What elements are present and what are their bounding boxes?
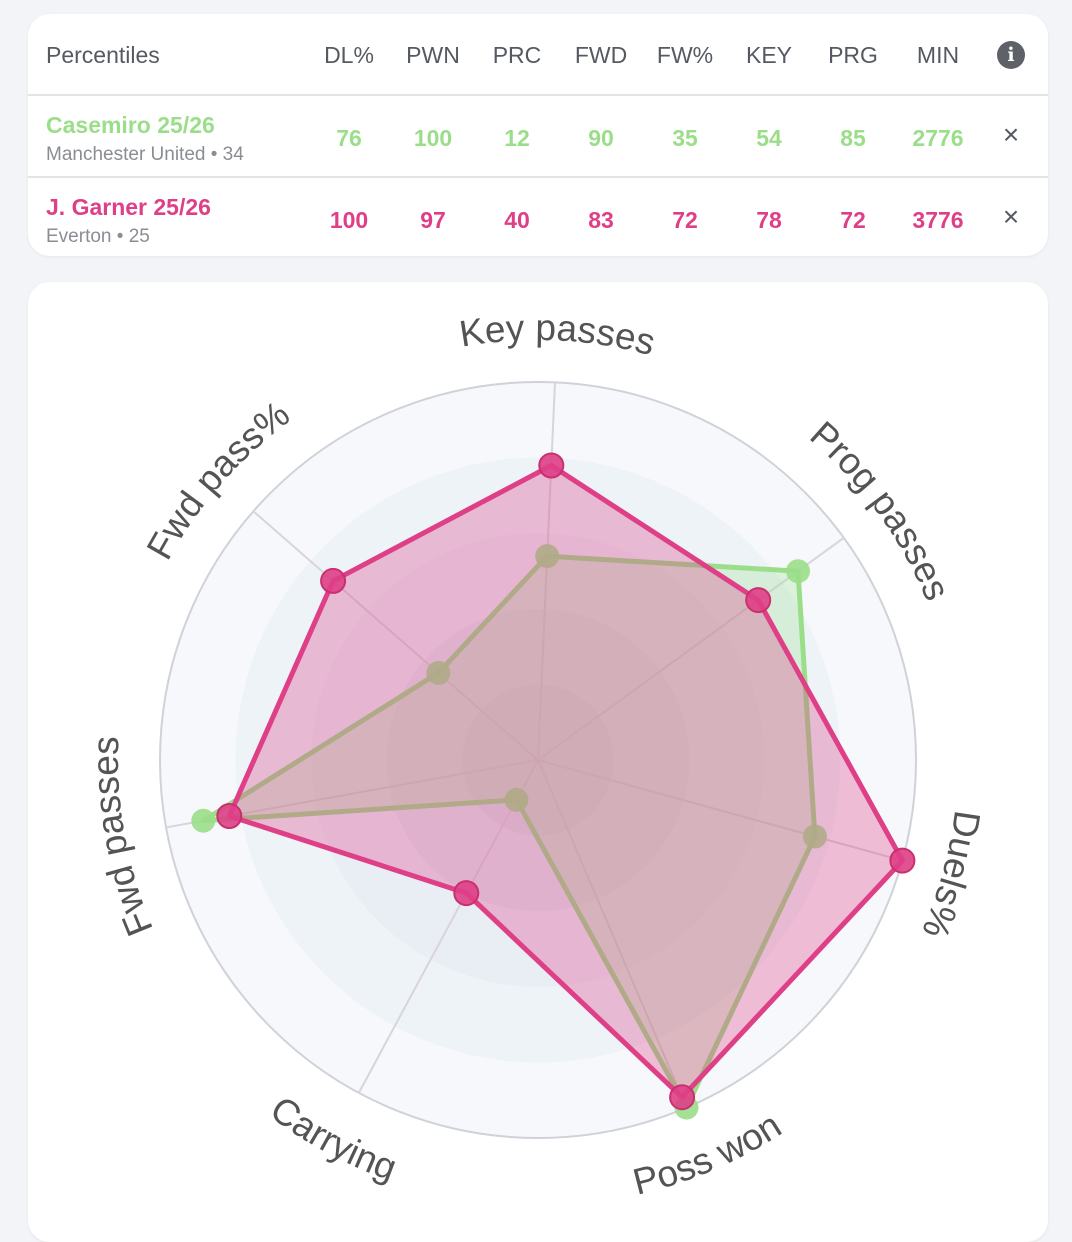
col-header-prg[interactable]: PRG xyxy=(828,42,878,68)
col-header-key[interactable]: KEY xyxy=(745,42,793,68)
value-prg: 72 xyxy=(840,207,866,233)
value-fwd: 83 xyxy=(588,207,614,233)
data-point-j-garner-25-26-fwd-pass- xyxy=(320,567,347,594)
data-point-casemiro-25-26-fwd-pass- xyxy=(426,660,451,685)
data-point-casemiro-25-26-key-passes xyxy=(535,544,560,569)
radar-spoke xyxy=(537,382,557,761)
data-point-casemiro-25-26-carrying xyxy=(504,787,529,812)
radar-chart-card: Key passes Prog passes Duels% Poss won Carry… xyxy=(28,282,1048,1242)
table-row: J. Garner 25/26 Everton • 25 100 97 40 8… xyxy=(28,178,1048,256)
radar-spoke xyxy=(252,510,539,761)
value-prg: 85 xyxy=(840,125,866,151)
axis-label-text: Key passes xyxy=(457,307,660,363)
data-point-j-garner-25-26-duels- xyxy=(889,847,916,874)
axis-label-key-passes: Key passes xyxy=(457,307,660,363)
data-point-casemiro-25-26-fwd-passes xyxy=(191,808,216,833)
player-name[interactable]: Casemiro 25/26 xyxy=(46,112,215,138)
player-meta: Everton • 25 xyxy=(46,226,150,247)
radar-spoke xyxy=(537,759,688,1108)
value-fwd: 90 xyxy=(588,125,614,151)
data-point-j-garner-25-26-carrying xyxy=(453,880,480,907)
axis-label-text: Duels% xyxy=(914,808,988,944)
col-header-dl[interactable]: DL% xyxy=(324,42,374,68)
col-header-fw-pct[interactable]: FW% xyxy=(656,42,714,68)
col-header-min[interactable]: MIN xyxy=(916,42,960,68)
table-header: Percentiles DL% PWN PRC FWD FW% KEY PRG … xyxy=(28,14,1048,96)
value-dl: 76 xyxy=(336,125,362,151)
value-fw-pct: 72 xyxy=(672,207,698,233)
data-point-j-garner-25-26-prog-passes xyxy=(745,587,772,614)
value-dl: 100 xyxy=(329,207,369,233)
value-min: 3776 xyxy=(912,207,964,233)
remove-player-button[interactable]: × xyxy=(1002,201,1020,232)
value-key: 78 xyxy=(756,207,782,233)
value-fw-pct: 35 xyxy=(672,125,698,151)
table-row: Casemiro 25/26 Manchester United • 34 76… xyxy=(28,96,1048,178)
data-point-j-garner-25-26-fwd-passes xyxy=(216,803,243,829)
info-icon[interactable]: i xyxy=(997,41,1025,69)
col-header-fwd[interactable]: FWD xyxy=(574,42,628,68)
col-header-pwn[interactable]: PWN xyxy=(406,42,460,68)
value-pwn: 100 xyxy=(413,125,453,151)
series-area-casemiro-25-26 xyxy=(200,553,818,1111)
value-prc: 40 xyxy=(504,207,530,233)
axis-label-text: Fwd passes xyxy=(85,736,161,942)
percentiles-table: Percentiles DL% PWN PRC FWD FW% KEY PRG … xyxy=(28,14,1048,256)
value-pwn: 97 xyxy=(420,207,446,233)
value-key: 54 xyxy=(756,125,782,151)
series-area-j-garner-25-26 xyxy=(226,463,905,1100)
axis-label-duels-: Duels% xyxy=(914,808,988,944)
data-point-j-garner-25-26-key-passes xyxy=(538,452,565,479)
radar-spoke xyxy=(537,759,903,862)
axis-label-fwd-passes: Fwd passes xyxy=(85,736,161,942)
data-point-casemiro-25-26-prog-passes xyxy=(786,559,810,584)
radar-spoke xyxy=(357,759,539,1094)
value-min: 2776 xyxy=(912,125,964,151)
table-title: Percentiles xyxy=(46,42,160,68)
player-name[interactable]: J. Garner 25/26 xyxy=(46,194,211,220)
player-meta: Manchester United • 34 xyxy=(46,144,244,165)
remove-player-button[interactable]: × xyxy=(1002,119,1020,150)
col-header-prc[interactable]: PRC xyxy=(492,42,542,68)
data-point-casemiro-25-26-duels- xyxy=(802,824,827,849)
value-prc: 12 xyxy=(504,125,530,151)
data-point-j-garner-25-26-poss-won xyxy=(669,1084,696,1111)
